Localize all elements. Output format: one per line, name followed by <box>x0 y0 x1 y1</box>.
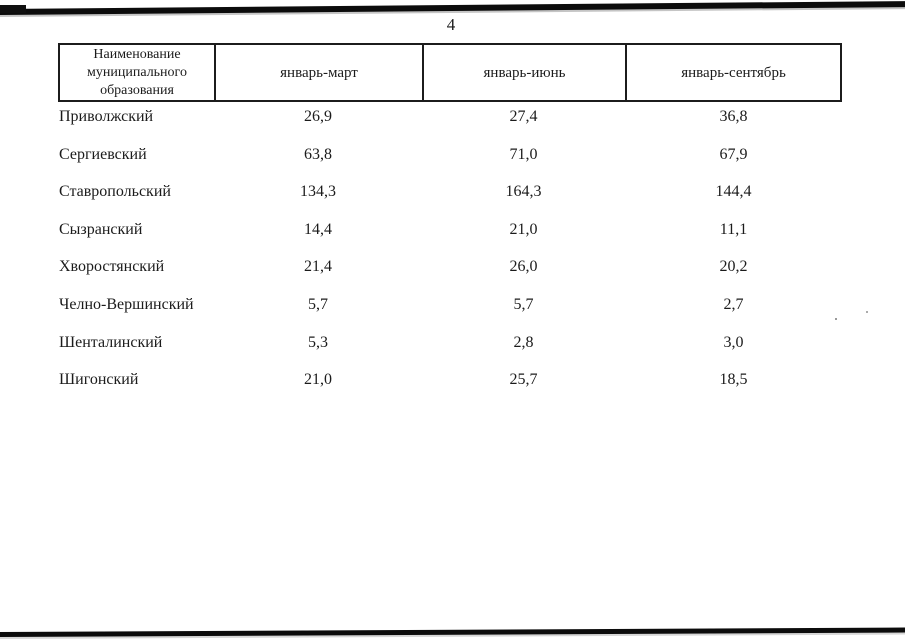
table-row: Шенталинский 5,3 2,8 3,0 <box>58 333 842 371</box>
table-row: Ставропольский 134,3 164,3 144,4 <box>58 182 842 220</box>
scan-artifact-bottom-edge <box>0 627 905 637</box>
cell-municipality: Ставропольский <box>59 183 171 201</box>
header-cell-jan-sep: январь-сентябрь <box>625 45 840 100</box>
page-number: 4 <box>446 15 456 34</box>
cell-jan-mar: 134,3 <box>300 183 336 201</box>
cell-municipality: Шигонский <box>59 371 139 389</box>
cell-jan-jun: 27,4 <box>509 108 538 125</box>
cell-jan-jun: 164,3 <box>505 183 542 201</box>
cell-jan-jun: 5,7 <box>513 295 534 313</box>
cell-jan-sep: 11,1 <box>719 220 748 238</box>
cell-jan-mar: 26,9 <box>304 108 332 125</box>
cell-jan-sep: 20,2 <box>719 258 748 276</box>
cell-jan-jun: 71,0 <box>509 145 538 163</box>
cell-jan-mar: 63,8 <box>304 145 332 163</box>
table-row: Приволжский 26,9 27,4 36,8 <box>58 107 842 145</box>
cell-jan-sep: 2,7 <box>723 295 744 313</box>
table-body: Приволжский 26,9 27,4 36,8 Сергиевский 6… <box>58 102 842 408</box>
table-row: Челно-Вершинский 5,7 5,7 2,7 <box>58 295 842 333</box>
scan-noise-speck <box>866 311 868 313</box>
cell-jan-mar: 21,0 <box>304 371 332 389</box>
cell-jan-sep: 36,8 <box>719 108 748 125</box>
header-cell-jan-jun: январь-июнь <box>422 45 625 100</box>
cell-municipality: Приволжский <box>59 108 154 125</box>
header-cell-jan-mar: январь-март <box>214 45 422 100</box>
cell-jan-mar: 5,3 <box>308 333 328 351</box>
cell-jan-mar: 5,7 <box>308 295 328 313</box>
table-row: Сызранский 14,4 21,0 11,1 <box>58 220 842 258</box>
table-row: Шигонский 21,0 25,7 18,5 <box>58 370 842 408</box>
cell-jan-mar: 14,4 <box>304 220 332 238</box>
cell-jan-sep: 3,0 <box>723 333 744 351</box>
cell-jan-jun: 26,0 <box>509 258 538 276</box>
cell-jan-sep: 144,4 <box>715 183 752 201</box>
cell-jan-mar: 21,4 <box>304 258 332 276</box>
table-row: Сергиевский 63,8 71,0 67,9 <box>58 145 842 183</box>
cell-jan-sep: 18,5 <box>719 371 748 389</box>
table-header-row: Наименование муниципального образования … <box>58 43 842 102</box>
scan-artifact-top-left-corner <box>0 5 26 13</box>
cell-municipality: Сызранский <box>59 220 143 238</box>
scan-artifact-top-edge <box>0 1 905 15</box>
cell-municipality: Шенталинский <box>59 333 163 351</box>
cell-jan-jun: 2,8 <box>513 333 534 351</box>
header-cell-municipality: Наименование муниципального образования <box>87 46 187 98</box>
table-row: Хворостянский 21,4 26,0 20,2 <box>58 257 842 295</box>
cell-municipality: Челно-Вершинский <box>59 295 194 313</box>
cell-jan-jun: 25,7 <box>509 371 538 389</box>
cell-municipality: Сергиевский <box>59 145 147 163</box>
cell-jan-sep: 67,9 <box>719 145 748 163</box>
statistics-table: Наименование муниципального образования … <box>58 43 842 408</box>
scan-noise-speck <box>835 318 837 320</box>
cell-municipality: Хворостянский <box>59 258 165 276</box>
cell-jan-jun: 21,0 <box>509 220 538 238</box>
